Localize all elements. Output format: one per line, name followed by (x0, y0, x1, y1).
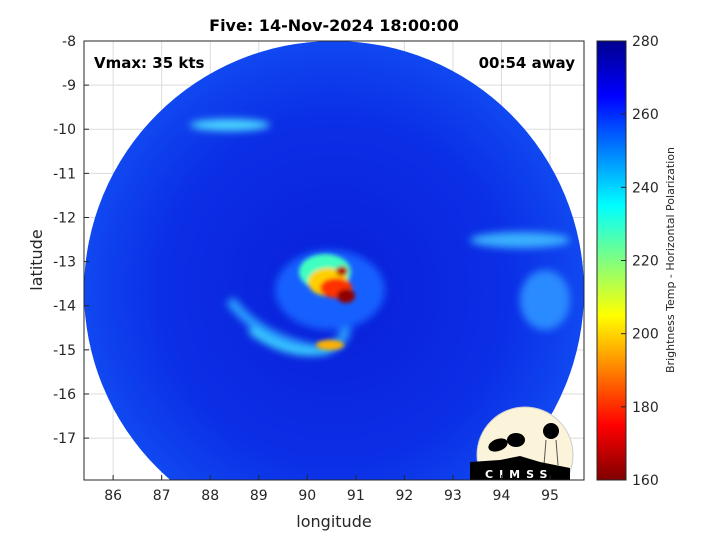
logo-text: CIMSS (485, 468, 553, 481)
axes-box (83, 40, 585, 481)
vmax-annotation: Vmax: 35 kts (94, 54, 204, 72)
colorbar-tick-label: 280 (632, 34, 659, 50)
y-tick-label: -9 (62, 78, 76, 94)
colorbar-tick-label: 240 (632, 180, 659, 196)
y-tick-label: -16 (53, 387, 76, 403)
colorbar-tick-label: 260 (632, 107, 659, 123)
time-offset-annotation: 00:54 away (479, 54, 576, 72)
colorbar-tick-label: 180 (632, 400, 659, 416)
x-tick-label: 95 (541, 488, 559, 504)
colorbar-tick-label: 220 (632, 254, 659, 270)
y-tick-label: -12 (53, 210, 76, 226)
x-tick-label: 91 (347, 488, 365, 504)
y-axis-label: latitude (27, 229, 46, 290)
chart-title: Five: 14-Nov-2024 18:00:00 (209, 16, 459, 35)
x-axis: 86 87 88 89 90 91 92 93 94 95 (104, 475, 559, 504)
y-tick-label: -13 (53, 255, 76, 271)
y-tick-label: -17 (53, 431, 76, 447)
y-tick-label: -15 (53, 343, 76, 359)
y-tick-label: -14 (53, 299, 76, 315)
y-tick-label: -11 (53, 166, 76, 182)
cold-core (299, 254, 355, 350)
x-tick-label: 93 (444, 488, 462, 504)
logo-cimss (470, 406, 574, 480)
y-tick-label: -8 (62, 34, 76, 50)
x-tick-label: 87 (153, 488, 171, 504)
x-tick-label: 88 (201, 488, 219, 504)
x-tick-label: 90 (298, 488, 316, 504)
colorbar-tick-label: 160 (632, 473, 659, 489)
x-axis-label: longitude (296, 512, 371, 531)
colorbar-label: Brightness Temp - Horizontal Polarizatio… (664, 147, 677, 373)
y-axis: -8 -9 -10 -11 -12 -13 -14 -15 -16 -17 (53, 34, 89, 447)
x-tick-label: 94 (493, 488, 511, 504)
colorbar-tick-label: 200 (632, 327, 659, 343)
y-tick-label: -10 (53, 122, 76, 138)
x-tick-label: 92 (395, 488, 413, 504)
x-tick-label: 89 (250, 488, 268, 504)
colorbar-ticks: 160 180 200 220 240 260 280 (621, 34, 659, 489)
brightness-field (84, 41, 584, 480)
x-tick-label: 86 (104, 488, 122, 504)
